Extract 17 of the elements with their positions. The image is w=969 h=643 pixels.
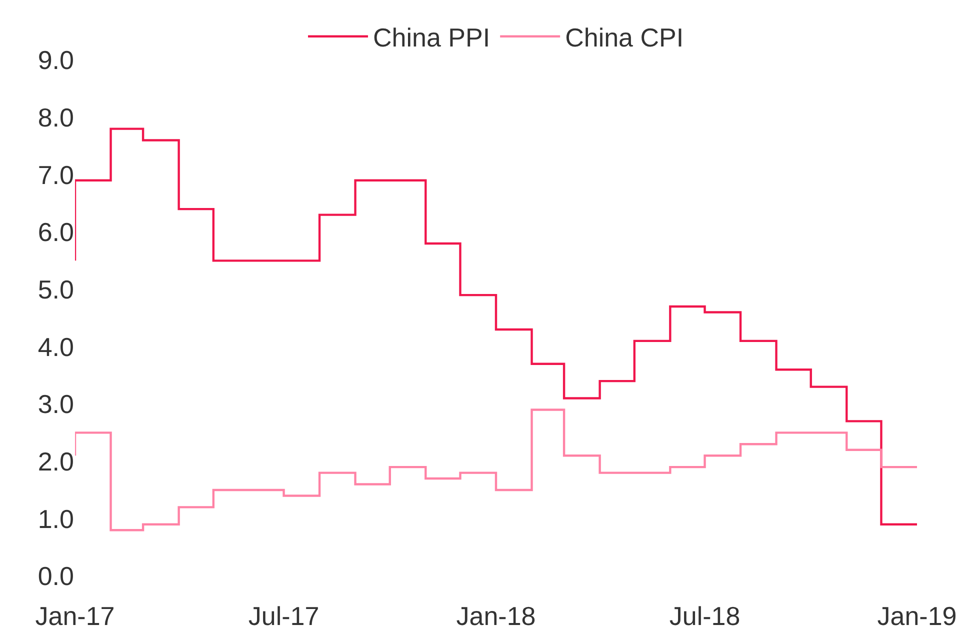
y-tick-label: 2.0	[38, 446, 74, 476]
x-tick-label: Jan-18	[456, 601, 536, 631]
legend-label: China PPI	[373, 22, 490, 53]
x-tick-label: Jan-19	[877, 601, 957, 631]
y-tick-label: 6.0	[38, 217, 74, 248]
x-tick-label: Jan-17	[35, 601, 115, 631]
legend-label: China CPI	[565, 22, 684, 53]
y-tick-label: 1.0	[38, 504, 74, 534]
y-tick-label: 3.0	[38, 389, 74, 420]
y-tick-label: 9.0	[38, 45, 74, 76]
x-tick-label: Jul-18	[669, 601, 740, 631]
y-tick-label: 4.0	[38, 332, 74, 362]
y-tick-label: 7.0	[38, 160, 74, 190]
y-tick-label: 8.0	[38, 102, 74, 132]
x-tick-label: Jul-17	[248, 601, 320, 631]
y-tick-label: 0.0	[38, 561, 74, 592]
y-tick-label: 5.0	[38, 274, 74, 304]
